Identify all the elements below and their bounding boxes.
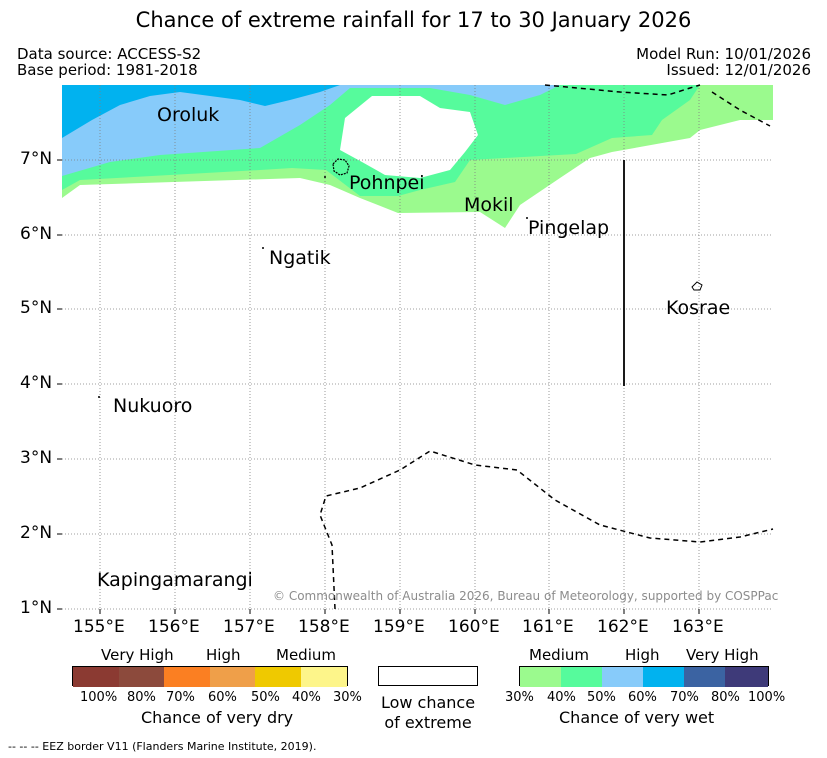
legend-wet-pct: 60% [628,690,657,705]
ngatik-island-icon [262,247,264,249]
legend-wet-caption: Chance of very wet [559,708,715,727]
lat-label: 7°N [20,149,53,169]
legend-low-swatch [378,666,478,686]
legend-wet-swatch [602,667,643,687]
lat-label: 5°N [20,298,53,318]
place-label-oroluk: Oroluk [157,104,220,126]
graticule [62,85,773,610]
legend-wet-swatch [520,667,561,687]
eez-footnote: -- -- -- EEZ border V11 (Flanders Marine… [8,740,317,753]
lat-label: 4°N [20,373,53,393]
lon-label: 160°E [448,617,500,637]
legend-wet-swatch [684,667,725,687]
place-label-ngatik: Ngatik [269,247,331,269]
pohnpei-island-icon [332,158,350,176]
wet-60-70-area [62,85,340,138]
legend-dry-swatch [164,667,210,687]
rainfall-shading [62,85,773,228]
lon-label: 159°E [373,617,425,637]
legend-dry-colorbar [72,666,348,687]
legend-wet-pct: 70% [670,690,699,705]
model-run-label: Model Run: 10/01/2026 [636,45,811,63]
place-label-nukuoro: Nukuoro [113,395,193,417]
eez-border-northeast [711,91,771,127]
eez-borders [319,84,774,610]
legend-wet-swatch [643,667,684,687]
data-source-label: Data source: ACCESS-S2 [17,45,202,63]
axis-ticks [57,159,700,614]
legend-wet-pct: 100% [748,690,786,705]
issued-label: Issued: 12/01/2026 [666,61,811,79]
legend-dry-pct: 80% [127,690,156,705]
place-label-mokil: Mokil [464,194,514,216]
legend-dry-group-label: High [206,646,241,664]
legend-dry-caption: Chance of very dry [141,708,294,727]
lon-label: 156°E [148,617,200,637]
legend-dry-swatch [255,667,301,687]
place-label-kapingamarangi: Kapingamarangi [97,569,253,591]
map-title: Chance of extreme rainfall for 17 to 30 … [135,8,692,32]
legend-wet-group-label: High [625,646,660,664]
legend-low-caption-line1: Low chance [380,693,476,712]
eez-border-south [319,450,774,610]
lon-label: 155°E [73,617,125,637]
island-dot-icon [324,176,326,178]
legend-wet-group-label: Very High [686,646,759,664]
legend-wet-pct: 80% [711,690,740,705]
nukuoro-island-icon [98,396,100,398]
legend-dry-pct: 100% [80,690,118,705]
kosrae-island-icon [691,281,703,291]
lat-label: 3°N [20,448,53,468]
lat-label: 2°N [20,523,53,543]
legend-dry-swatch [73,667,119,687]
copyright-notice: © Commonwealth of Australia 2026, Bureau… [273,589,779,603]
legend-wet-pct: 50% [587,690,616,705]
legend-dry-pct: 70% [166,690,195,705]
legend-dry-swatch [119,667,164,687]
legend-wet-pct: 30% [505,690,534,705]
base-period-label: Base period: 1981-2018 [17,61,198,79]
legend-dry-swatch [210,667,255,687]
legend-dry-pct: 50% [251,690,280,705]
low-chance-area [340,96,478,178]
legend-wet-swatch [561,667,602,687]
legend-dry-pct: 30% [333,690,362,705]
place-label-pingelap: Pingelap [528,217,610,239]
legend-wet-colorbar [519,666,769,687]
legend-dry-pct: 60% [208,690,237,705]
lon-label: 162°E [597,617,649,637]
lon-label: 163°E [672,617,724,637]
legend-dry-group-label: Very High [101,646,174,664]
legend-wet-group-label: Medium [529,646,589,664]
legend-dry-swatch [301,667,347,687]
legend-dry-group-label: Medium [276,646,336,664]
place-label-kosrae: Kosrae [666,297,731,319]
legend-wet-pct: 40% [547,690,576,705]
pingelap-island-icon [526,217,528,219]
legend-low-caption-line2: of extreme [384,713,472,732]
lon-label: 158°E [298,617,350,637]
lon-label: 157°E [223,617,275,637]
legend-dry-pct: 40% [292,690,321,705]
lat-label: 6°N [20,224,53,244]
wet-50-60-area [62,85,560,176]
place-label-pohnpei: Pohnpei [349,172,425,194]
legend-wet-swatch [725,667,768,687]
lon-label: 161°E [522,617,574,637]
lat-label: 1°N [20,598,53,618]
